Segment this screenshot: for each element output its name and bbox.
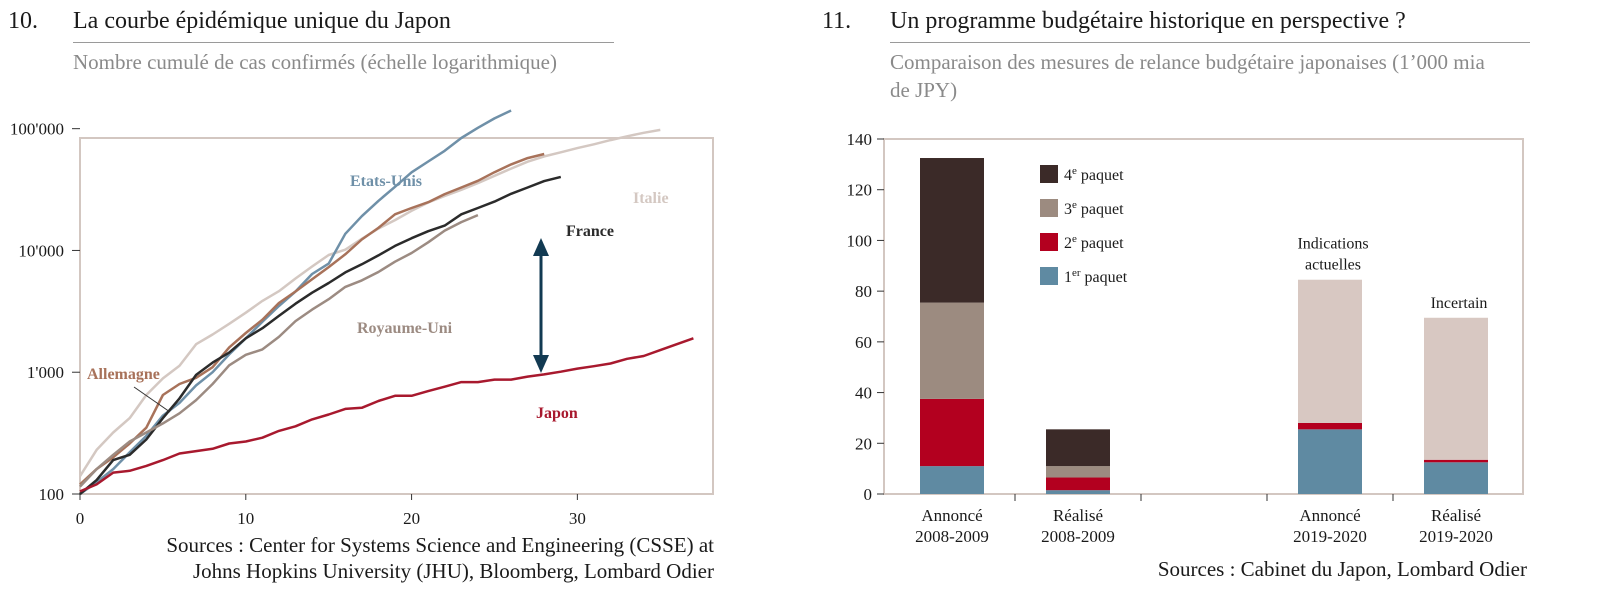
legend-label-1er: 1er paquet [1064,267,1128,286]
sources-line-2: Johns Hopkins University (JHU), Bloomber… [192,559,714,583]
gap-arrow-head-up [533,238,549,256]
y-tick-label: 40 [855,384,872,403]
legend-swatch-1er [1040,267,1058,285]
y-tick-label: 100 [847,231,873,250]
figure-title: Un programme budgétaire historique en pe… [890,8,1406,34]
bar-segment-2e-1 [1046,477,1110,491]
allemagne-leader-line [133,386,171,413]
bar-segment-2e-0 [920,398,984,467]
figure-number: 11. [822,8,852,34]
x-category-sublabel: 2019-2020 [1293,527,1367,546]
bar-segment-2e-3 [1424,459,1488,463]
x-category-label: Réalisé [1431,506,1481,525]
title-divider [890,42,1530,43]
figure-subtitle-line-1: Comparaison des mesures de relance budgé… [890,50,1485,74]
figure-subtitle: Comparaison des mesures de relance budgé… [890,48,1485,104]
bar-segment-2e-2 [1298,423,1362,430]
stimulus-bar-chart: 0 20 40 60 80 100 120 140 Annoncé 2008-2009 Réalis… [847,130,1524,546]
panel-epidemic-curve: 10. La courbe épidémique unique du Japon… [8,8,714,584]
series-label-royaume-uni: Royaume-Uni [357,320,453,337]
series-line-japon [79,337,694,493]
series-line-france [79,175,562,495]
y-tick-label: 100 [39,485,65,504]
legend-label-4e: 4e paquet [1064,165,1124,184]
bar-segment-1er-2 [1298,429,1362,494]
legend-swatch-2e [1040,233,1058,251]
series-label-france: France [566,223,614,240]
sources-note: Sources : Cabinet du Japon, Lombard Odie… [1157,557,1527,581]
bar-segment-4e-0 [920,158,984,303]
figure-title: La courbe épidémique unique du Japon [73,8,451,34]
y-tick-label: 10'000 [18,241,64,260]
bar-segment-remaining-2 [1298,279,1362,423]
series-line-royaume-uni [79,213,479,488]
series-label-japon: Japon [536,405,578,422]
sources-note: Sources : Center for Systems Science and… [166,532,714,584]
x-tick-label: 30 [569,509,586,528]
y-tick-label: 20 [855,434,872,453]
bar-segment-1er-1 [1046,490,1110,494]
x-category-label: Réalisé [1053,506,1103,525]
y-tick-label: 1'000 [27,363,64,382]
bar-annotation: actuelles [1305,257,1361,274]
figure-number: 10. [8,8,38,34]
series-line-allemagne [79,152,545,486]
x-tick-label: 10 [237,509,254,528]
legend-swatch-4e [1040,165,1058,183]
y-tick-label: 0 [864,485,873,504]
figure-subtitle: Nombre cumulé de cas confirmés (échelle … [73,50,557,74]
plot-frame [79,137,714,495]
bar-annotation: Indications [1297,236,1368,253]
y-tick-label: 60 [855,333,872,352]
x-category-sublabel: 2008-2009 [1041,527,1115,546]
series-label-etats-unis: Etats-Unis [350,173,422,190]
x-tick-label: 0 [76,509,85,528]
figure-subtitle-line-2: de JPY) [890,78,958,102]
bar-segment-3e-1 [1046,466,1110,478]
series-label-allemagne: Allemagne [87,366,160,383]
x-tick-label: 20 [403,509,420,528]
y-tick-label: 120 [847,181,873,200]
x-category-label: Annoncé [921,506,982,525]
sources-line-1: Sources : Center for Systems Science and… [166,533,714,557]
gap-arrow-head-down [533,355,549,373]
x-category-label: Annoncé [1299,506,1360,525]
legend-swatch-3e [1040,199,1058,217]
panel-fiscal-stimulus: 11. Un programme budgétaire historique e… [800,0,1597,606]
bar-segment-1er-3 [1424,462,1488,494]
plot-frame [883,138,1524,495]
epidemic-line-chart: 100 1'000 10'000 100'000 0 10 20 30 Etats-Unis It… [10,109,714,528]
y-tick-label: 80 [855,282,872,301]
bar-annotation: Incertain [1431,295,1488,312]
series-label-italie: Italie [633,190,669,207]
x-category-sublabel: 2008-2009 [915,527,989,546]
y-tick-label: 140 [847,130,873,149]
bar-segment-3e-0 [920,302,984,399]
legend-label-2e: 2e paquet [1064,233,1124,252]
bar-segment-remaining-3 [1424,317,1488,460]
y-tick-label: 100'000 [10,120,64,139]
bar-segment-4e-1 [1046,429,1110,467]
title-divider [73,42,614,43]
legend-label-3e: 3e paquet [1064,199,1124,218]
x-category-sublabel: 2019-2020 [1419,527,1493,546]
bar-segment-1er-0 [920,466,984,494]
